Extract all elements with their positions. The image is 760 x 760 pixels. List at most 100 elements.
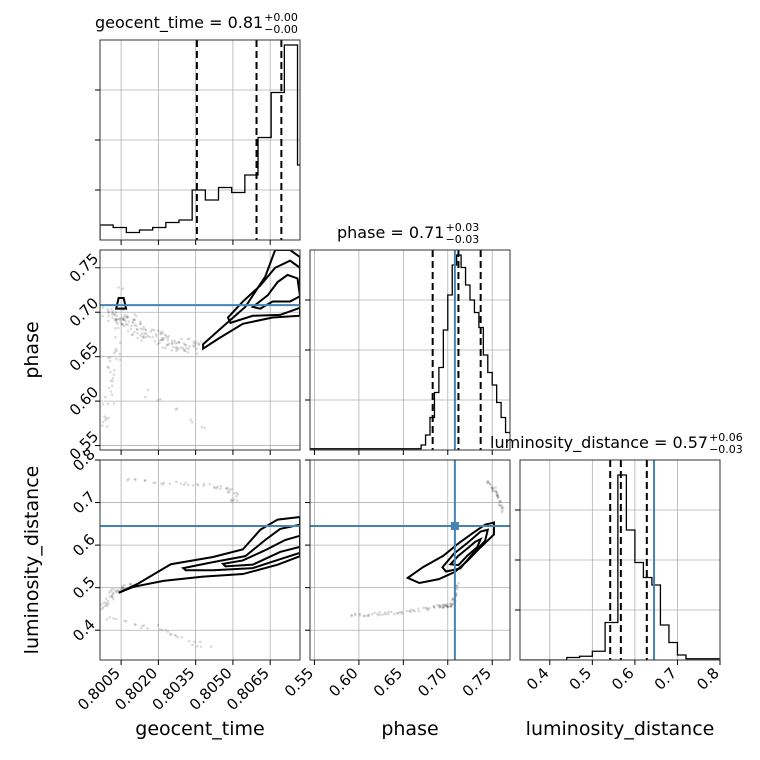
sample-point: [437, 604, 441, 607]
sample-point: [126, 315, 129, 319]
sample-point: [166, 336, 169, 339]
sample-point: [121, 584, 125, 588]
sample-point: [160, 482, 163, 485]
x-axis-luminosity_distance: 0.4 0.5 0.6 0.7 0.8 luminosity_distance: [523, 660, 723, 740]
sample-point: [197, 343, 201, 347]
sample-point: [105, 425, 109, 428]
sample-point: [491, 487, 495, 491]
sample-point: [197, 342, 201, 345]
sample-point: [146, 626, 149, 630]
sample-point: [489, 483, 492, 486]
contour-level-3: [202, 250, 300, 351]
sample-point: [226, 486, 230, 490]
sample-point: [367, 614, 370, 618]
sample-point: [107, 386, 111, 390]
sample-point: [106, 308, 109, 311]
sample-point: [487, 481, 491, 485]
sample-point: [184, 347, 188, 350]
sample-point: [120, 586, 124, 590]
sample-point: [115, 617, 118, 621]
sample-point: [445, 605, 449, 609]
sample-point: [101, 424, 104, 427]
sample-point: [130, 333, 134, 337]
title-lower-error: −0.00: [264, 23, 298, 36]
sample-point: [161, 331, 165, 335]
sample-point: [235, 499, 239, 502]
histogram-phase: [310, 254, 510, 450]
sample-point: [118, 588, 122, 591]
sample-point: [166, 338, 170, 342]
sample-point: [495, 493, 499, 497]
sample-point: [409, 610, 412, 614]
sample-point: [446, 605, 450, 609]
sample-point: [150, 328, 154, 332]
y-tick-label: 0.5: [69, 573, 99, 603]
sample-point: [400, 612, 404, 615]
sample-point: [432, 605, 436, 609]
sample-point: [110, 393, 114, 397]
title-upper-error: +0.00: [264, 11, 298, 24]
y-tick-label: 0.60: [66, 383, 102, 419]
sample-point: [119, 320, 122, 323]
sample-point: [174, 408, 177, 411]
sample-point: [111, 316, 114, 319]
sample-point: [417, 607, 420, 610]
sample-point: [158, 341, 161, 345]
sample-point: [441, 603, 444, 607]
sample-point: [182, 483, 186, 487]
sample-point: [135, 324, 138, 328]
sample-point: [358, 612, 362, 616]
sample-point: [161, 338, 165, 342]
sample-point: [135, 327, 139, 331]
sample-point: [126, 323, 129, 326]
sample-point: [121, 587, 125, 590]
sample-point: [444, 604, 448, 608]
hist-panel-luminosity_distance: [515, 459, 721, 661]
sample-point: [111, 595, 114, 599]
sample-point: [132, 321, 135, 325]
sample-point: [208, 482, 212, 486]
y-axes: 0.550.600.650.700.75phase0.40.50.60.70.8…: [21, 250, 102, 655]
sample-point: [161, 337, 164, 341]
sample-point: [410, 608, 413, 611]
sample-point: [140, 332, 144, 335]
sample-point: [143, 478, 147, 482]
sample-point: [108, 615, 112, 619]
sample-point: [191, 344, 195, 348]
sample-point: [190, 420, 194, 424]
sample-point: [445, 604, 448, 607]
sample-point: [129, 583, 132, 587]
sample-point: [378, 610, 382, 614]
sample-point: [159, 331, 162, 335]
sample-point: [112, 402, 116, 405]
sample-point: [120, 323, 124, 326]
sample-point: [367, 613, 371, 616]
sample-point: [114, 321, 118, 324]
sample-point: [438, 605, 441, 609]
sample-point: [101, 306, 105, 309]
sample-point: [125, 314, 128, 318]
sample-point: [182, 348, 186, 351]
sample-point: [120, 322, 123, 326]
sample-point: [173, 633, 177, 637]
sample-point: [226, 490, 230, 494]
sample-point: [189, 418, 192, 421]
sample-point: [146, 388, 150, 392]
sample-point: [105, 602, 108, 606]
sample-point: [212, 485, 216, 489]
sample-point: [350, 613, 354, 617]
sample-point: [495, 492, 499, 495]
sample-point: [161, 483, 165, 486]
sample-point: [128, 582, 132, 586]
sample-point: [124, 319, 127, 323]
sample-point: [110, 307, 113, 311]
x-axis-label-phase: phase: [381, 718, 438, 740]
sample-point: [144, 329, 148, 332]
sample-point: [486, 480, 490, 484]
sample-point: [110, 594, 114, 597]
sample-point: [103, 415, 106, 418]
sample-point: [449, 605, 453, 608]
sample-point: [499, 504, 502, 508]
sample-point: [131, 320, 134, 324]
